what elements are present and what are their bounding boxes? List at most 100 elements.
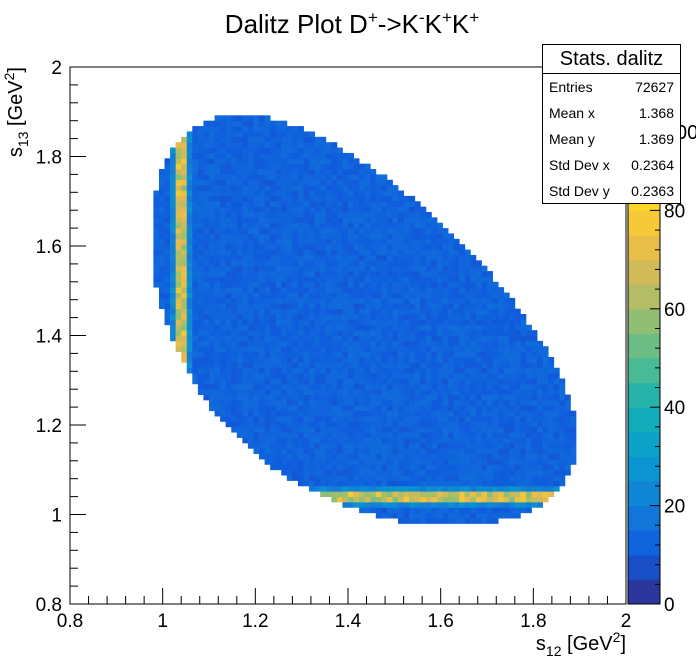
heatmap-cell <box>153 228 160 234</box>
heatmap-cell <box>459 292 466 299</box>
heatmap-cell <box>470 281 477 288</box>
heatmap-cell <box>197 260 204 267</box>
heatmap-cell <box>236 351 243 358</box>
heatmap-cell <box>270 416 277 422</box>
heatmap-cell <box>175 303 182 310</box>
heatmap-cell <box>481 405 488 412</box>
heatmap-cell <box>370 496 377 503</box>
heatmap-cell <box>253 131 260 138</box>
heatmap-cell <box>247 158 254 165</box>
heatmap-cell <box>203 158 210 165</box>
heatmap-cell <box>320 394 327 401</box>
heatmap-cell <box>253 351 260 358</box>
heatmap-cell <box>297 136 304 143</box>
heatmap-cell <box>470 437 477 444</box>
heatmap-cell <box>197 271 204 277</box>
heatmap-cell <box>186 222 193 229</box>
heatmap-cell <box>247 142 254 148</box>
heatmap-cell <box>186 195 193 202</box>
heatmap-cell <box>509 314 516 320</box>
heatmap-cell <box>364 399 371 406</box>
heatmap-cell <box>436 319 443 326</box>
heatmap-cell <box>453 314 460 320</box>
heatmap-cell <box>414 297 421 304</box>
heatmap-cell <box>487 335 493 342</box>
heatmap-cell <box>559 399 566 406</box>
heatmap-cell <box>203 174 210 181</box>
heatmap-cell <box>348 346 354 353</box>
heatmap-cell <box>158 228 165 234</box>
heatmap-cell <box>264 260 271 267</box>
heatmap-cell <box>309 367 316 374</box>
heatmap-cell <box>492 464 499 471</box>
heatmap-cell <box>253 233 260 240</box>
heatmap-cell <box>247 179 254 186</box>
heatmap-cell <box>420 206 427 213</box>
heatmap-cell <box>403 459 410 465</box>
heatmap-cell <box>370 308 377 315</box>
heatmap-cell <box>436 228 443 234</box>
heatmap-cell <box>398 287 404 293</box>
heatmap-cell <box>259 340 265 347</box>
heatmap-cell <box>170 152 177 159</box>
heatmap-cell <box>409 211 416 218</box>
heatmap-cell <box>475 410 482 417</box>
heatmap-cell <box>275 399 282 406</box>
heatmap-cell <box>197 169 204 175</box>
heatmap-cell <box>425 491 432 497</box>
heatmap-cell <box>309 147 316 154</box>
heatmap-cell <box>336 346 343 353</box>
heatmap-cell <box>398 496 404 503</box>
heatmap-cell <box>170 158 177 165</box>
heatmap-cell <box>186 136 193 143</box>
heatmap-cell <box>520 469 527 476</box>
heatmap-cell <box>364 453 371 460</box>
heatmap-cell <box>498 292 505 299</box>
heatmap-cell <box>381 410 388 417</box>
heatmap-cell <box>264 292 271 299</box>
heatmap-cell <box>231 260 238 267</box>
heatmap-cell <box>459 244 466 250</box>
heatmap-cell <box>464 335 471 342</box>
heatmap-cell <box>259 244 265 250</box>
heatmap-cell <box>209 152 215 159</box>
heatmap-cell <box>303 131 310 138</box>
heatmap-cell <box>320 238 327 245</box>
heatmap-cell <box>531 351 538 358</box>
heatmap-cell <box>181 185 188 191</box>
heatmap-cell <box>414 507 421 514</box>
heatmap-cell <box>425 459 432 465</box>
heatmap-cell <box>381 432 388 438</box>
heatmap-cell <box>264 405 271 412</box>
heatmap-cell <box>487 378 493 385</box>
heatmap-cell <box>336 244 343 250</box>
heatmap-cell <box>342 496 349 503</box>
heatmap-cell <box>270 367 277 374</box>
heatmap-cell <box>175 228 182 234</box>
heatmap-cell <box>209 297 215 304</box>
heatmap-cell <box>225 206 232 213</box>
heatmap-cell <box>342 475 349 481</box>
heatmap-cell <box>303 206 310 213</box>
heatmap-cell <box>481 362 488 369</box>
heatmap-cell <box>386 351 393 358</box>
heatmap-cell <box>436 292 443 299</box>
heatmap-cell <box>498 437 505 444</box>
heatmap-cell <box>231 346 238 353</box>
heatmap-cell <box>453 416 460 422</box>
heatmap-cell <box>487 362 493 369</box>
heatmap-cell <box>242 330 249 336</box>
heatmap-cell <box>403 297 410 304</box>
heatmap-cell <box>247 383 254 390</box>
heatmap-cell <box>453 265 460 272</box>
heatmap-cell <box>270 324 277 331</box>
heatmap-cell <box>348 335 354 342</box>
heatmap-cell <box>309 136 316 143</box>
heatmap-cell <box>414 303 421 310</box>
heatmap-cell <box>209 179 215 186</box>
heatmap-cell <box>259 362 265 369</box>
heatmap-cell <box>203 228 210 234</box>
heatmap-cell <box>431 362 438 369</box>
heatmap-cell <box>192 126 199 132</box>
heatmap-cell <box>236 297 243 304</box>
